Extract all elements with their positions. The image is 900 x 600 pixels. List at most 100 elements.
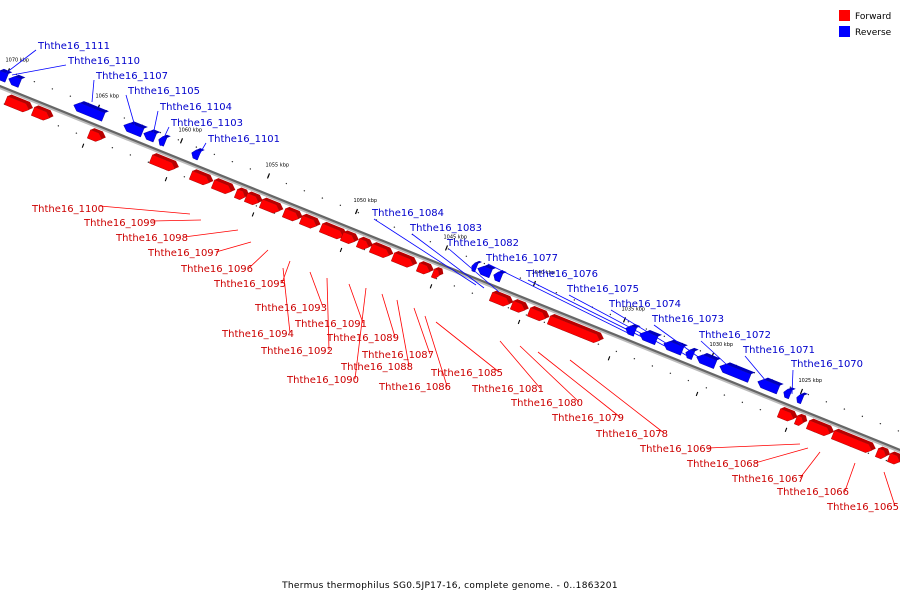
- gene-label-ththe16_1069[interactable]: Ththe16_1069: [639, 443, 801, 455]
- forward-gene-arrow[interactable]: [148, 152, 180, 174]
- forward-gene-arrow[interactable]: [488, 289, 515, 309]
- forward-gene-arrow[interactable]: [188, 168, 215, 188]
- gene-label-ththe16_1067[interactable]: Ththe16_1067: [731, 451, 821, 485]
- reverse-gene-arrow[interactable]: [718, 359, 755, 383]
- gene-label-ththe16_1097[interactable]: Ththe16_1097: [147, 241, 252, 259]
- gene-label-ththe16_1100[interactable]: Ththe16_1100: [31, 204, 191, 215]
- gene-label-ththe16_1072[interactable]: Ththe16_1072: [698, 330, 771, 376]
- reverse-gene-arrow[interactable]: [695, 350, 721, 370]
- gene-label-text: Ththe16_1092: [260, 346, 333, 357]
- gene-label-ththe16_1079[interactable]: Ththe16_1079: [537, 351, 624, 424]
- gene-label-ththe16_1096[interactable]: Ththe16_1096: [180, 249, 269, 275]
- reverse-gene-arrow[interactable]: [7, 72, 26, 89]
- reverse-gene-arrow[interactable]: [782, 385, 796, 400]
- gene-front-face: [796, 393, 805, 405]
- gene-label-ththe16_1098[interactable]: Ththe16_1098: [115, 229, 239, 244]
- reverse-gene-arrow[interactable]: [190, 146, 205, 161]
- reverse-gene-arrow[interactable]: [157, 133, 171, 148]
- leader-line: [11, 64, 67, 76]
- forward-gene-arrow[interactable]: [430, 266, 445, 281]
- gene-label-ththe16_1068[interactable]: Ththe16_1068: [686, 447, 809, 470]
- gene-label-ththe16_1081[interactable]: Ththe16_1081: [471, 340, 544, 395]
- gene-label-ththe16_1090[interactable]: Ththe16_1090: [286, 287, 367, 386]
- forward-gene-arrow[interactable]: [874, 445, 892, 461]
- forward-gene-arrow[interactable]: [776, 406, 799, 424]
- gene-label-ththe16_1099[interactable]: Ththe16_1099: [83, 218, 202, 229]
- minor-tick-dot: [213, 153, 216, 156]
- leader-line: [91, 79, 95, 103]
- minor-tick-dot: [705, 387, 708, 389]
- gene-front-face: [339, 231, 356, 244]
- forward-gene-arrow[interactable]: [210, 177, 237, 197]
- gene-label-ththe16_1084[interactable]: Ththe16_1084: [371, 208, 477, 286]
- reverse-gene-arrow[interactable]: [492, 268, 507, 283]
- forward-gene-arrow[interactable]: [886, 450, 900, 467]
- forward-gene-arrow[interactable]: [793, 413, 809, 428]
- forward-gene-arrow[interactable]: [243, 190, 264, 207]
- gene-label-ththe16_1070[interactable]: Ththe16_1070: [790, 359, 863, 395]
- forward-gene-arrow[interactable]: [546, 313, 605, 346]
- reverse-gene-arrow[interactable]: [72, 98, 109, 122]
- forward-gene-arrow[interactable]: [415, 260, 435, 277]
- gene-label-ththe16_1082[interactable]: Ththe16_1082: [446, 238, 519, 293]
- gene-label-ththe16_1087[interactable]: Ththe16_1087: [361, 307, 434, 361]
- reverse-gene-arrow[interactable]: [122, 118, 148, 138]
- forward-gene-arrow[interactable]: [3, 93, 34, 115]
- gene-label-ththe16_1078[interactable]: Ththe16_1078: [569, 359, 668, 440]
- forward-gene-arrow[interactable]: [233, 186, 251, 202]
- leader-line: [499, 340, 541, 389]
- gene-front-face: [415, 262, 431, 275]
- gene-label-ththe16_1110[interactable]: Ththe16_1110: [11, 56, 140, 76]
- gene-label-ththe16_1105[interactable]: Ththe16_1105: [125, 86, 200, 131]
- forward-gene-arrow[interactable]: [509, 298, 530, 315]
- forward-gene-arrow[interactable]: [298, 213, 322, 232]
- forward-gene-arrow[interactable]: [86, 127, 107, 144]
- gene-label-text: Ththe16_1070: [790, 359, 863, 370]
- forward-gene-arrow[interactable]: [390, 250, 419, 270]
- forward-gene-arrow[interactable]: [355, 236, 374, 253]
- forward-gene-arrow[interactable]: [339, 229, 360, 246]
- gene-label-ththe16_1091[interactable]: Ththe16_1091: [294, 283, 367, 330]
- gene-label-ththe16_1077[interactable]: Ththe16_1077: [485, 253, 635, 337]
- gene-label-ththe16_1107[interactable]: Ththe16_1107: [91, 71, 168, 103]
- forward-gene-arrow[interactable]: [526, 305, 551, 324]
- gene-label-ththe16_1095[interactable]: Ththe16_1095: [213, 260, 291, 290]
- gene-label-ththe16_1066[interactable]: Ththe16_1066: [776, 462, 856, 498]
- gene-label-ththe16_1073[interactable]: Ththe16_1073: [651, 314, 724, 365]
- forward-gene-arrow[interactable]: [805, 418, 836, 439]
- gene-label-ththe16_1065[interactable]: Ththe16_1065: [826, 471, 899, 513]
- reverse-gene-arrow[interactable]: [684, 346, 699, 361]
- gene-label-ththe16_1103[interactable]: Ththe16_1103: [159, 118, 243, 147]
- gene-label-ththe16_1101[interactable]: Ththe16_1101: [195, 134, 280, 161]
- gene-label-ththe16_1089[interactable]: Ththe16_1089: [326, 293, 399, 344]
- tick-label: 1040 kbp: [531, 270, 555, 276]
- reverse-gene-arrow[interactable]: [756, 375, 784, 395]
- gene-label-ththe16_1085[interactable]: Ththe16_1085: [430, 321, 503, 379]
- forward-gene-arrow[interactable]: [258, 196, 285, 216]
- gene-label-ththe16_1074[interactable]: Ththe16_1074: [608, 299, 690, 358]
- reverse-gene-arrow[interactable]: [476, 261, 497, 279]
- gene-label-ththe16_1104[interactable]: Ththe16_1104: [151, 102, 232, 141]
- gene-label-ththe16_1083[interactable]: Ththe16_1083: [409, 223, 485, 289]
- gene-label-ththe16_1093[interactable]: Ththe16_1093: [254, 271, 327, 314]
- forward-gene-arrow[interactable]: [30, 104, 55, 123]
- gene-front-face: [281, 208, 300, 222]
- gene-front-face: [210, 179, 232, 195]
- reverse-gene-arrow[interactable]: [142, 126, 161, 143]
- forward-gene-arrow[interactable]: [281, 206, 304, 224]
- gene-label-ththe16_1111[interactable]: Ththe16_1111: [0, 41, 110, 79]
- forward-gene-arrow[interactable]: [830, 428, 877, 456]
- gene-label-ththe16_1071[interactable]: Ththe16_1071: [742, 345, 815, 388]
- forward-gene-arrow[interactable]: [368, 241, 395, 261]
- forward-gene-arrow[interactable]: [318, 221, 349, 242]
- gene-label-ththe16_1088[interactable]: Ththe16_1088: [340, 299, 413, 373]
- minor-tick-dot: [897, 430, 900, 432]
- gene-label-ththe16_1080[interactable]: Ththe16_1080: [510, 345, 583, 409]
- reverse-gene-arrow[interactable]: [795, 390, 808, 405]
- gene-label-ththe16_1092[interactable]: Ththe16_1092: [260, 277, 333, 357]
- gene-front-face: [243, 192, 260, 206]
- gene-label-ththe16_1075[interactable]: Ththe16_1075: [566, 284, 677, 353]
- gene-label-ththe16_1086[interactable]: Ththe16_1086: [378, 315, 451, 393]
- gene-label-ththe16_1076[interactable]: Ththe16_1076: [525, 269, 653, 343]
- gene-label-ththe16_1094[interactable]: Ththe16_1094: [221, 267, 294, 340]
